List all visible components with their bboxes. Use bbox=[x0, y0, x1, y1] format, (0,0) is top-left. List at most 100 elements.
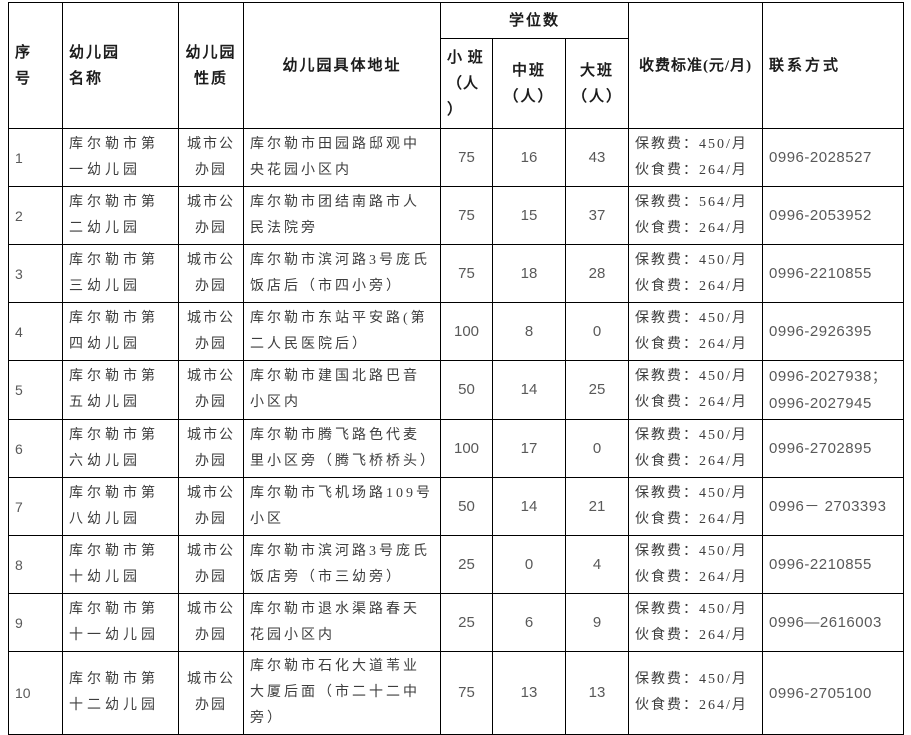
cell-name: 库尔勒市第十幼儿园 bbox=[62, 535, 179, 594]
table-row: 3 库尔勒市第三幼儿园 城市公办园 库尔勒市滨河路3号庞氏饭店后（市四小旁） 7… bbox=[8, 244, 905, 303]
cell-address: 库尔勒市滨河路3号庞氏饭店旁（市三幼旁） bbox=[243, 535, 441, 594]
cell-small-class: 50 bbox=[440, 477, 493, 536]
cell-small-class: 100 bbox=[440, 419, 493, 478]
cell-index: 4 bbox=[8, 302, 63, 361]
cell-contact: 0996-2705100 bbox=[762, 651, 905, 735]
col-header-contact: 联系方式 bbox=[762, 2, 905, 129]
cell-nature: 城市公办园 bbox=[178, 651, 244, 735]
cell-fee: 保教费：450/月 伙食费：264/月 bbox=[628, 244, 764, 303]
cell-index: 1 bbox=[8, 128, 63, 187]
table-body: 1 库尔勒市第一幼儿园 城市公办园 库尔勒市田园路邸观中央花园小区内 75 16… bbox=[8, 128, 905, 735]
cell-large-class: 21 bbox=[564, 477, 630, 536]
col-header-address: 幼儿园具体地址 bbox=[243, 2, 441, 129]
cell-middle-class: 15 bbox=[492, 186, 566, 245]
col-header-middle-class: 中班 （人） bbox=[492, 38, 566, 129]
table-row: 5 库尔勒市第五幼儿园 城市公办园 库尔勒市建国北路巴音小区内 50 14 25… bbox=[8, 360, 905, 420]
cell-middle-class: 16 bbox=[492, 128, 566, 187]
col-header-name: 幼儿园 名称 bbox=[62, 2, 179, 129]
table-row: 7 库尔勒市第八幼儿园 城市公办园 库尔勒市飞机场路109号小区 50 14 2… bbox=[8, 477, 905, 536]
cell-contact: 0996-2053952 bbox=[762, 186, 905, 245]
cell-middle-class: 17 bbox=[492, 419, 566, 478]
col-header-fee: 收费标准(元/月) bbox=[628, 2, 764, 129]
cell-name: 库尔勒市第一幼儿园 bbox=[62, 128, 179, 187]
table-row: 9 库尔勒市第十一幼儿园 城市公办园 库尔勒市退水渠路春天花园小区内 25 6 … bbox=[8, 593, 905, 652]
col-header-seats-group: 学位数 bbox=[439, 2, 630, 39]
cell-small-class: 75 bbox=[440, 186, 493, 245]
cell-fee: 保教费：450/月 伙食费：264/月 bbox=[628, 419, 764, 478]
cell-nature: 城市公办园 bbox=[178, 186, 244, 245]
cell-large-class: 25 bbox=[564, 360, 630, 420]
cell-fee: 保教费：450/月 伙食费：264/月 bbox=[628, 593, 764, 652]
cell-address: 库尔勒市团结南路市人民法院旁 bbox=[243, 186, 441, 245]
table-row: 10 库尔勒市第十二幼儿园 城市公办园 库尔勒市石化大道苇业大厦后面（市二十二中… bbox=[8, 651, 905, 735]
col-header-large-class: 大班 （人） bbox=[564, 38, 630, 129]
col-header-small-class: 小 班 （人 ） bbox=[440, 38, 493, 129]
cell-fee: 保教费：450/月 伙食费：264/月 bbox=[628, 128, 764, 187]
cell-fee: 保教费：450/月 伙食费：264/月 bbox=[628, 651, 764, 735]
cell-address: 库尔勒市退水渠路春天花园小区内 bbox=[243, 593, 441, 652]
table-header: 序 号 幼儿园 名称 幼儿园 性质 幼儿园具体地址 学位数 收费标准(元/月) … bbox=[8, 2, 905, 129]
cell-large-class: 37 bbox=[564, 186, 630, 245]
cell-name: 库尔勒市第六幼儿园 bbox=[62, 419, 179, 478]
cell-large-class: 0 bbox=[564, 419, 630, 478]
cell-small-class: 75 bbox=[440, 651, 493, 735]
cell-address: 库尔勒市滨河路3号庞氏饭店后（市四小旁） bbox=[243, 244, 441, 303]
cell-large-class: 4 bbox=[564, 535, 630, 594]
table-row: 6 库尔勒市第六幼儿园 城市公办园 库尔勒市腾飞路色代麦里小区旁（腾飞桥桥头） … bbox=[8, 419, 905, 478]
col-header-index: 序 号 bbox=[8, 2, 63, 129]
cell-name: 库尔勒市第四幼儿园 bbox=[62, 302, 179, 361]
cell-fee: 保教费：564/月 伙食费：264/月 bbox=[628, 186, 764, 245]
cell-large-class: 28 bbox=[564, 244, 630, 303]
cell-name: 库尔勒市第十二幼儿园 bbox=[62, 651, 179, 735]
cell-name: 库尔勒市第三幼儿园 bbox=[62, 244, 179, 303]
table-row: 8 库尔勒市第十幼儿园 城市公办园 库尔勒市滨河路3号庞氏饭店旁（市三幼旁） 2… bbox=[8, 535, 905, 594]
table-row: 2 库尔勒市第二幼儿园 城市公办园 库尔勒市团结南路市人民法院旁 75 15 3… bbox=[8, 186, 905, 245]
cell-index: 2 bbox=[8, 186, 63, 245]
cell-nature: 城市公办园 bbox=[178, 302, 244, 361]
cell-contact: 0996-2926395 bbox=[762, 302, 905, 361]
cell-index: 6 bbox=[8, 419, 63, 478]
cell-small-class: 50 bbox=[440, 360, 493, 420]
cell-index: 3 bbox=[8, 244, 63, 303]
cell-middle-class: 18 bbox=[492, 244, 566, 303]
cell-small-class: 75 bbox=[440, 128, 493, 187]
kindergarten-table: 序 号 幼儿园 名称 幼儿园 性质 幼儿园具体地址 学位数 收费标准(元/月) … bbox=[8, 2, 905, 735]
cell-small-class: 100 bbox=[440, 302, 493, 361]
cell-fee: 保教费：450/月 伙食费：264/月 bbox=[628, 477, 764, 536]
cell-nature: 城市公办园 bbox=[178, 360, 244, 420]
cell-nature: 城市公办园 bbox=[178, 128, 244, 187]
cell-small-class: 75 bbox=[440, 244, 493, 303]
cell-index: 5 bbox=[8, 360, 63, 420]
cell-index: 9 bbox=[8, 593, 63, 652]
header-row-2: 小 班 （人 ） 中班 （人） 大班 （人） bbox=[9, 38, 904, 129]
cell-name: 库尔勒市第八幼儿园 bbox=[62, 477, 179, 536]
cell-address: 库尔勒市田园路邸观中央花园小区内 bbox=[243, 128, 441, 187]
cell-contact: 0996－ 2703393 bbox=[762, 477, 905, 536]
cell-nature: 城市公办园 bbox=[178, 419, 244, 478]
cell-small-class: 25 bbox=[440, 593, 493, 652]
cell-nature: 城市公办园 bbox=[178, 477, 244, 536]
cell-large-class: 9 bbox=[564, 593, 630, 652]
cell-address: 库尔勒市腾飞路色代麦里小区旁（腾飞桥桥头） bbox=[243, 419, 441, 478]
cell-address: 库尔勒市石化大道苇业大厦后面（市二十二中旁） bbox=[243, 651, 441, 735]
cell-fee: 保教费：450/月 伙食费：264/月 bbox=[628, 302, 764, 361]
cell-name: 库尔勒市第二幼儿园 bbox=[62, 186, 179, 245]
cell-index: 10 bbox=[8, 651, 63, 735]
cell-contact: 0996-2027938； 0996-2027945 bbox=[762, 360, 905, 420]
cell-large-class: 13 bbox=[564, 651, 630, 735]
cell-nature: 城市公办园 bbox=[178, 244, 244, 303]
cell-middle-class: 14 bbox=[492, 360, 566, 420]
cell-middle-class: 8 bbox=[492, 302, 566, 361]
cell-contact: 0996-2028527 bbox=[762, 128, 905, 187]
col-header-nature: 幼儿园 性质 bbox=[178, 2, 244, 129]
cell-middle-class: 6 bbox=[492, 593, 566, 652]
cell-name: 库尔勒市第十一幼儿园 bbox=[62, 593, 179, 652]
cell-index: 8 bbox=[8, 535, 63, 594]
cell-index: 7 bbox=[8, 477, 63, 536]
cell-large-class: 43 bbox=[564, 128, 630, 187]
cell-contact: 0996-2210855 bbox=[762, 244, 905, 303]
cell-nature: 城市公办园 bbox=[178, 535, 244, 594]
cell-fee: 保教费：450/月 伙食费：264/月 bbox=[628, 360, 764, 420]
header-row-1: 序 号 幼儿园 名称 幼儿园 性质 幼儿园具体地址 学位数 收费标准(元/月) … bbox=[8, 2, 905, 129]
